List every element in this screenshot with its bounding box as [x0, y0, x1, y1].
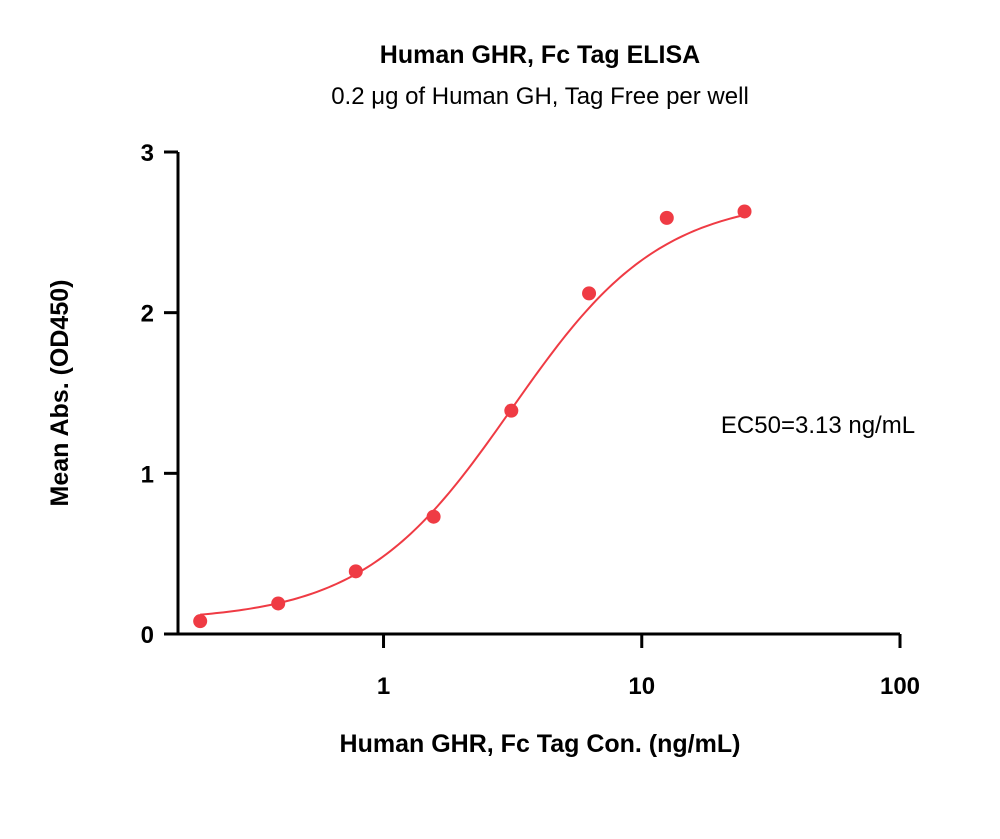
chart-subtitle: 0.2 μg of Human GH, Tag Free per well: [331, 83, 749, 110]
x-ticks: 1 10 100: [377, 634, 920, 700]
chart-title: Human GHR, Fc Tag ELISA: [380, 41, 700, 69]
x-axis-label: Human GHR, Fc Tag Con. (ng/mL): [340, 730, 741, 758]
y-tick-label: 2: [141, 301, 154, 328]
fit-curve: [200, 214, 745, 616]
data-point: [193, 614, 208, 629]
data-point: [659, 210, 674, 225]
x-tick-label: 1: [377, 673, 390, 700]
y-tick-label: 1: [141, 461, 154, 488]
ec50-annotation: EC50=3.13 ng/mL: [721, 412, 915, 439]
x-tick-label: 10: [628, 673, 655, 700]
axes: 0 1 2 3 1 10 100: [141, 140, 920, 700]
x-tick-label: 100: [880, 673, 920, 700]
data-point: [348, 564, 363, 579]
data-point: [426, 509, 441, 524]
data-point: [582, 286, 597, 301]
data-point: [271, 596, 286, 611]
y-axis-label: Mean Abs. (OD450): [46, 280, 74, 507]
y-tick-label: 3: [141, 140, 154, 167]
y-tick-label: 0: [141, 622, 154, 649]
y-ticks: 0 1 2 3: [141, 140, 178, 649]
data-point: [504, 403, 519, 418]
data-points: [193, 204, 752, 629]
data-point: [737, 204, 752, 219]
